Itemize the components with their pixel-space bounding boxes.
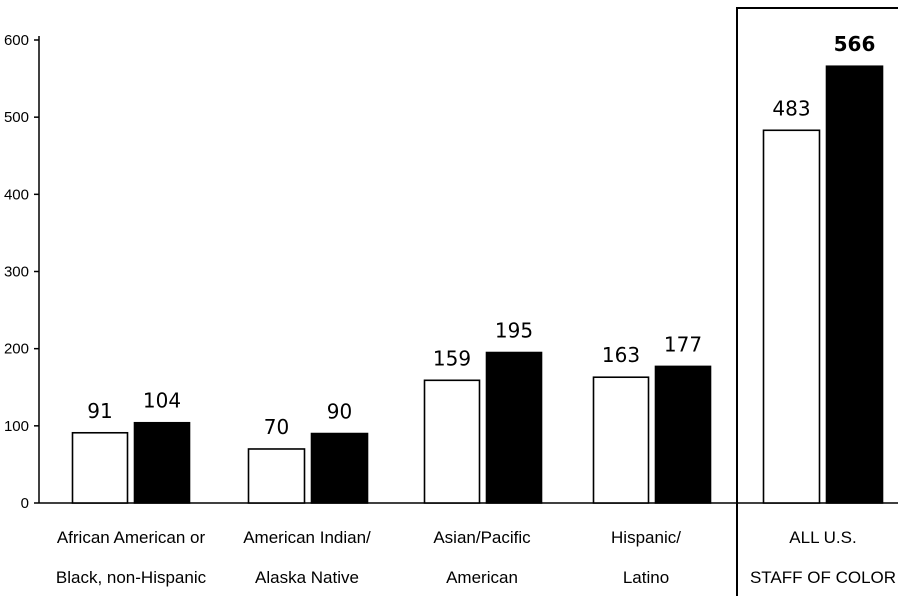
bar-value-label: 163 [602,343,640,367]
value-labels: 91 104 70 90 159 195 163 177 483 566 [87,32,875,439]
y-tick-label: 100 [4,418,29,435]
bar-value-label: 70 [264,415,289,439]
category-label: African American or [57,528,206,547]
category-label: STAFF OF COLOR [750,568,896,587]
category-label: ALL U.S. [789,528,856,547]
category-label: Black, non-Hispanic [56,568,207,587]
y-tick-label: 300 [4,264,29,281]
bar-value-label: 483 [772,96,810,120]
bar [592,376,650,504]
y-axis: 0 100 200 300 400 500 600 [4,32,40,512]
bar [485,351,543,504]
category-label: Alaska Native [255,568,359,587]
bar [825,65,884,504]
bar [71,431,129,504]
y-tick-label: 400 [4,186,29,203]
category-label: Hispanic/ [611,528,681,547]
category-label: American [446,568,518,587]
bar-value-label: 177 [664,332,702,356]
y-tick-label: 600 [4,32,29,49]
bar-value-label: 91 [87,399,112,423]
bar [133,421,191,504]
highlight-box-group [736,7,898,596]
bar-value-label: 159 [433,346,471,370]
y-tick-label: 500 [4,109,29,126]
bar-value-label: 566 [834,32,876,56]
y-tick-label: 200 [4,341,29,358]
bar-value-label: 90 [327,400,352,424]
category-label: Latino [623,568,669,587]
y-tick-label: 0 [21,495,29,512]
bar [762,129,821,504]
bar [423,379,481,504]
bar [247,448,306,504]
bar-value-label: 195 [495,319,533,343]
bar [654,365,712,504]
bars [71,65,884,504]
bar-value-label: 104 [143,389,181,413]
category-labels: African American or Black, non-Hispanic Am… [56,528,896,587]
bar [310,432,369,504]
category-label: American Indian/ [243,528,371,547]
category-label: Asian/Pacific [433,528,531,547]
highlight-box [736,7,898,596]
